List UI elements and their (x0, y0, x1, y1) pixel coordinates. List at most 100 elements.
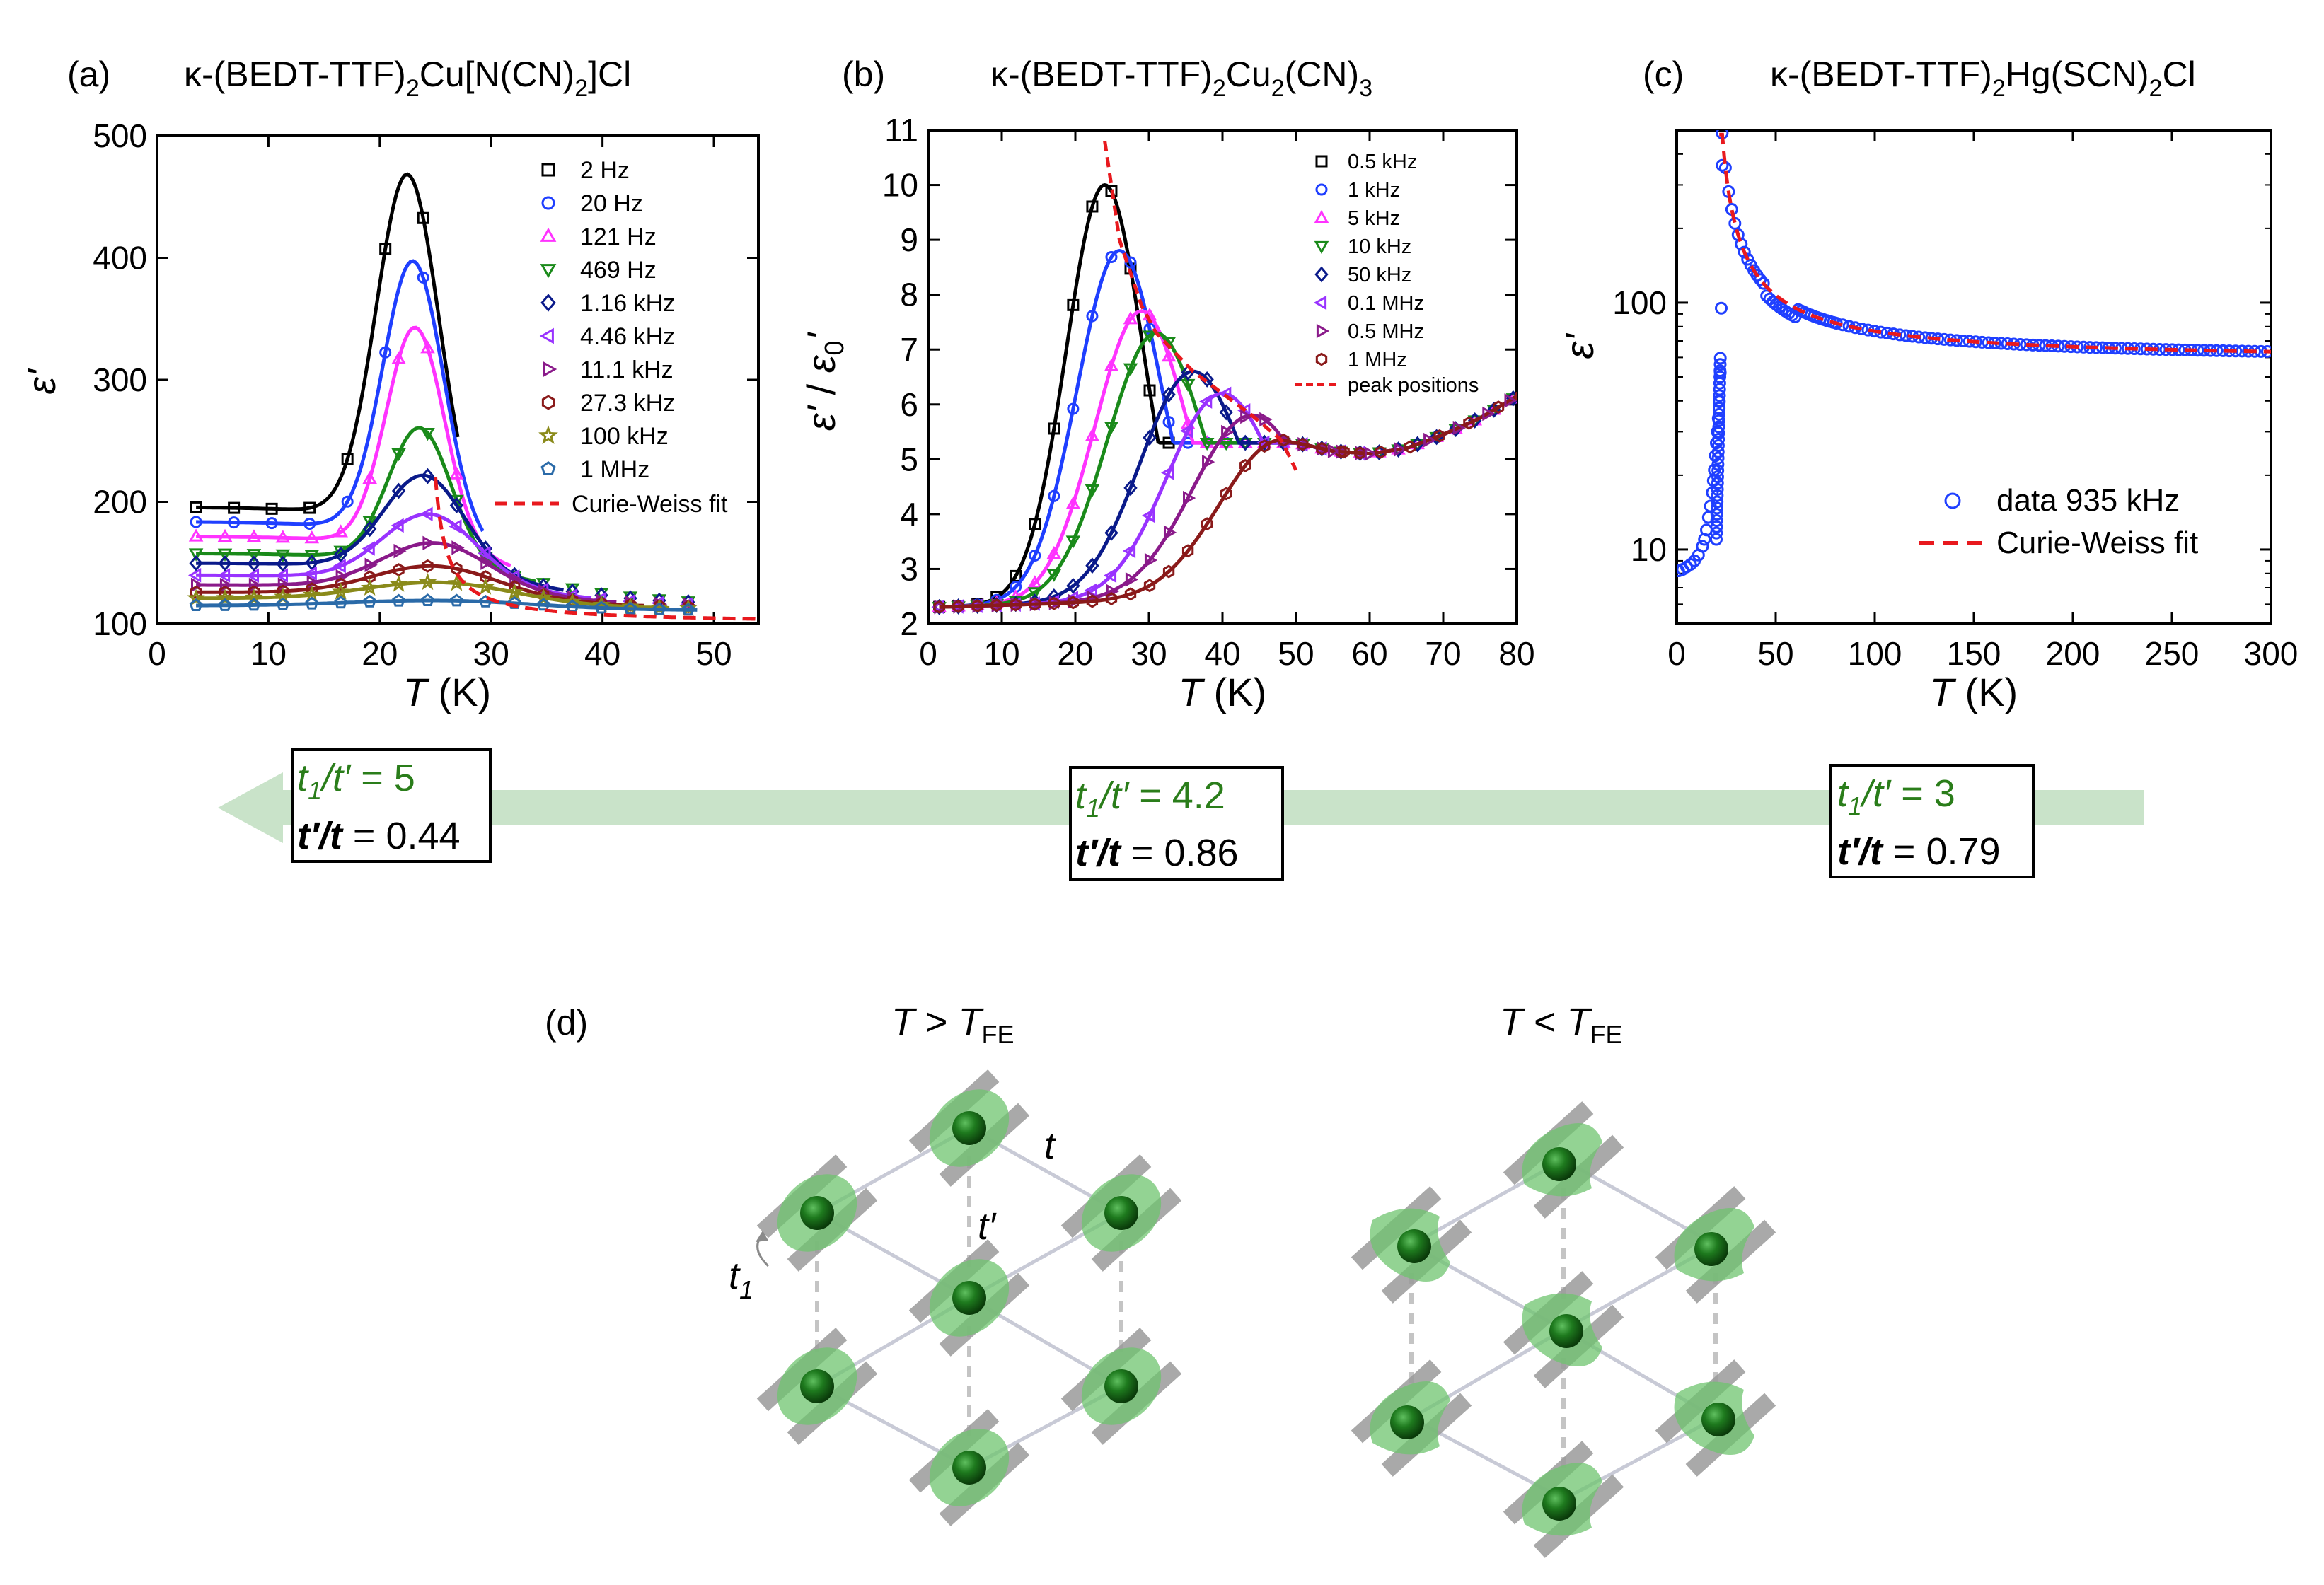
panel-b-point (1452, 420, 1466, 436)
panel-c-point (1711, 477, 1724, 490)
panel-b-point (1162, 416, 1175, 429)
panel-a-point (362, 470, 377, 484)
panel-a-point (420, 340, 435, 354)
panel-a-point (422, 559, 434, 573)
panel-a-point (362, 541, 375, 556)
panel-b-point (1161, 349, 1177, 362)
panel-b-point (1202, 454, 1215, 470)
panel-b-point (1201, 517, 1213, 531)
panel-b-point (1141, 508, 1155, 523)
panel-c-label: (c) (1643, 54, 1684, 94)
panel-b-point (1218, 437, 1234, 451)
panel-a-point (391, 482, 406, 499)
panel-b-point (1065, 496, 1081, 509)
panel-a-point (218, 598, 232, 611)
panel-b-point (1105, 592, 1118, 605)
panel-b-xtick-label: 20 (1057, 635, 1093, 672)
panel-a-point (303, 566, 317, 581)
panel-a-ytick-label: 200 (93, 484, 147, 521)
panel-b-point (1338, 445, 1350, 459)
panel-a-point (275, 530, 291, 543)
panel-a-point (476, 577, 495, 595)
panel-b-point (1046, 569, 1062, 582)
charge-ball (1390, 1405, 1424, 1439)
panel-a-legend-label: 27.3 kHz (580, 390, 675, 417)
panel-b-point (1027, 587, 1043, 600)
panel-b-point (1504, 393, 1517, 408)
bedt-ttf-dimer (1655, 1186, 1776, 1304)
panel-a-point (265, 517, 278, 530)
hopping-box-a: t1/t′ = 5 t′/t = 0.44 (291, 748, 492, 863)
panel-b-point (1085, 557, 1099, 574)
panel-a-point (362, 521, 377, 538)
panel-a-point (422, 535, 436, 551)
panel-b-legend-marker (1316, 323, 1330, 339)
panel-c-point (1712, 407, 1725, 421)
charge-ball (1542, 1147, 1576, 1181)
hopping-box-b-frame (1069, 766, 1284, 881)
panel-c-point (1696, 540, 1709, 553)
panel-b-point (1048, 596, 1060, 610)
panel-b-point (1160, 465, 1174, 480)
panel-b-point (1123, 480, 1138, 497)
panel-a-legend-label: 20 Hz (580, 190, 643, 217)
panel-c-point (1712, 420, 1725, 434)
panel-a-point (187, 568, 202, 583)
panel-b-legend-marker (1315, 183, 1328, 196)
hopping-box-b-ratio2: t′/t = 0.86 (1075, 832, 1239, 874)
panel-a-point (334, 546, 348, 563)
bedt-ttf-dimer (1060, 1328, 1182, 1445)
panel-b-point (1463, 416, 1475, 430)
panel-a-point (275, 549, 291, 562)
panel-b-point (1259, 439, 1271, 453)
panel-b-point (1142, 330, 1157, 344)
panel-c-point (1710, 508, 1723, 521)
bedt-ttf-dimer (1503, 1101, 1624, 1219)
panel-b-ytick-label: 8 (900, 277, 918, 313)
panel-b-point (1144, 552, 1158, 568)
panel-a-point (274, 568, 288, 583)
panel-a-point (391, 448, 406, 462)
panel-c-legend-marker (1944, 492, 1961, 509)
panel-a-point (393, 543, 407, 559)
panel-a-legend-marker (540, 264, 557, 279)
panel-c-xtick-label: 200 (2046, 635, 2100, 672)
panel-a-point (276, 597, 290, 610)
panel-c-point (1711, 458, 1725, 471)
panel-b-point (1181, 544, 1194, 558)
panel-a-fit-line (196, 325, 511, 568)
panel-a-point (332, 582, 350, 600)
panel-a-label: (a) (67, 54, 110, 94)
panel-a-point (190, 501, 202, 513)
panel-c-xtick-label: 50 (1757, 635, 1793, 672)
panel-d: (d) T > TFE T < TFE t t′ t1 (545, 1001, 1776, 1558)
panel-a-point (417, 271, 429, 284)
panel-a-point (379, 346, 392, 359)
panel-c-xtick-label: 0 (1667, 635, 1686, 672)
arrow-head (218, 772, 283, 843)
panel-c-curie-weiss-line (1719, 132, 2271, 354)
panel-b-point (1086, 200, 1099, 213)
panel-b-ytick-label: 9 (900, 221, 918, 258)
panel-b-point (1085, 428, 1100, 441)
panel-a-legend-label: 2 Hz (580, 157, 630, 184)
panel-a-point (190, 516, 202, 528)
lattice-above-tfe (756, 1069, 1182, 1526)
panel-a-legend-marker (540, 294, 556, 312)
panel-b-point (1122, 543, 1136, 559)
panel-b-point (1259, 412, 1273, 427)
panel-b-point (1364, 446, 1378, 461)
panel-b-legend-label: 1 MHz (1348, 349, 1407, 371)
panel-b-point (1492, 400, 1505, 414)
panel-c: (c) κ-(BEDT-TTF)2Hg(SCN)2Cl 0 50 100 150 200… (1557, 54, 2298, 714)
panel-b-point (933, 600, 945, 614)
panel-c-point (1738, 245, 1751, 259)
panel-a-fit-line (196, 259, 485, 533)
panel-a-legend-marker (539, 327, 554, 344)
bond-label-tprime: t′ (978, 1205, 997, 1248)
panel-a-point (265, 502, 278, 515)
bond-t1-arrowhead (756, 1231, 768, 1242)
bedt-ttf-dimer (1351, 1359, 1472, 1477)
panel-b-legend-label: 0.1 MHz (1348, 292, 1424, 315)
panel-b-ytick-label: 7 (900, 331, 918, 368)
